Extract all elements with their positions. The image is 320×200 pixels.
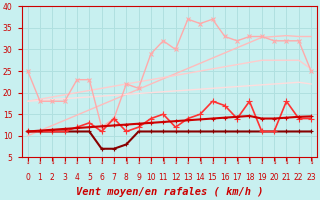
Text: ↓: ↓ [148, 157, 154, 165]
Text: ↓: ↓ [259, 157, 265, 165]
Text: ↓: ↓ [271, 157, 277, 165]
Text: ↓: ↓ [172, 157, 179, 165]
Text: ↓: ↓ [135, 157, 142, 165]
Text: ↓: ↓ [234, 157, 240, 165]
Text: ↓: ↓ [209, 157, 216, 165]
Text: ↓: ↓ [185, 157, 191, 165]
Text: ↓: ↓ [99, 157, 105, 165]
Text: ↓: ↓ [111, 157, 117, 165]
X-axis label: Vent moyen/en rafales ( km/h ): Vent moyen/en rafales ( km/h ) [76, 187, 263, 197]
Text: ↓: ↓ [86, 157, 92, 165]
Text: ↓: ↓ [160, 157, 166, 165]
Text: ↓: ↓ [308, 157, 314, 165]
Text: ↓: ↓ [61, 157, 68, 165]
Text: ↓: ↓ [246, 157, 253, 165]
Text: ↓: ↓ [25, 157, 31, 165]
Text: ↓: ↓ [49, 157, 56, 165]
Text: ↓: ↓ [222, 157, 228, 165]
Text: ↓: ↓ [123, 157, 130, 165]
Text: ↓: ↓ [74, 157, 80, 165]
Text: ↓: ↓ [197, 157, 204, 165]
Text: ↓: ↓ [283, 157, 290, 165]
Text: ↓: ↓ [296, 157, 302, 165]
Text: ↓: ↓ [37, 157, 43, 165]
